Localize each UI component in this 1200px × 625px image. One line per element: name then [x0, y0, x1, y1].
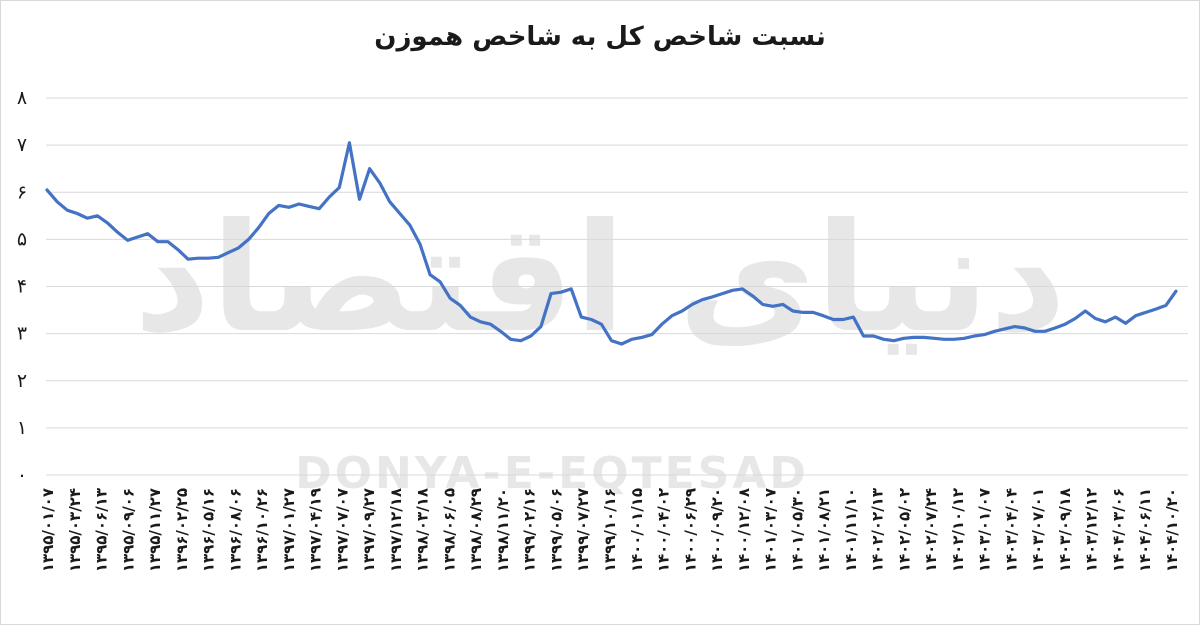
x-tick-label: ۱۴۰۰/۰۹/۲۰	[708, 488, 726, 572]
y-tick-label: ۲	[17, 370, 27, 392]
x-tick-label: ۱۴۰۱/۰۳/۰۷	[762, 488, 780, 572]
y-tick-label: ۶	[17, 181, 27, 203]
x-tick-label: ۱۳۹۷/۰۷/۰۷	[333, 488, 351, 572]
watermark-logo: دنیای اقتصاد	[134, 192, 1067, 366]
y-axis: ۰ ۱ ۲ ۳ ۴ ۵ ۶ ۷ ۸	[17, 87, 27, 486]
x-tick-label: ۱۳۹۷/۰۱/۲۷	[280, 488, 298, 572]
x-tick-label: ۱۳۹۵/۰۱/۰۷	[39, 488, 57, 572]
x-tick-label: ۱۴۰۱/۰۵/۳۰	[788, 488, 806, 572]
x-tick-label: ۱۳۹۷/۰۴/۱۹	[307, 488, 325, 572]
chart-title: نسبت شاخص کل به شاخص هموزن	[374, 22, 826, 52]
grid	[46, 97, 1188, 476]
x-tick-label: ۱۳۹۵/۰۶/۱۳	[93, 488, 111, 572]
x-tick-label: ۱۴۰۳/۰۷/۰۱	[1029, 488, 1047, 572]
x-tick-label: ۱۴۰۰/۰۴/۰۲	[655, 488, 673, 572]
x-tick-label: ۱۳۹۸/۰۸/۲۹	[467, 488, 485, 572]
x-tick-label: ۱۴۰۲/۰۷/۲۴	[922, 488, 940, 572]
x-tick-label: ۱۴۰۳/۱۲/۱۲	[1083, 488, 1101, 572]
x-tick-label: ۱۴۰۴/۰۳/۰۶	[1109, 488, 1127, 572]
x-tick-label: ۱۳۹۶/۱۰/۲۶	[253, 488, 271, 572]
x-tick-label: ۱۴۰۰/۰۱/۱۵	[628, 488, 646, 572]
x-tick-label: ۱۳۹۶/۰۸/۰۶	[226, 488, 244, 572]
x-tick-label: ۱۳۹۸/۱۱/۲۰	[494, 488, 512, 572]
x-tick-label: ۱۳۹۵/۱۱/۲۷	[146, 488, 164, 572]
x-tick-label: ۱۴۰۳/۰۱/۰۷	[976, 488, 994, 572]
x-tick-label: ۱۴۰۰/۱۲/۰۸	[735, 488, 753, 572]
x-tick-label: ۱۳۹۹/۰۵/۰۶	[547, 488, 565, 572]
x-tick-label: ۱۴۰۱/۰۸/۲۱	[815, 488, 833, 572]
x-tick-label: ۱۴۰۲/۰۵/۰۲	[895, 488, 913, 572]
x-tick-label: ۱۳۹۷/۰۹/۲۷	[360, 488, 378, 572]
x-tick-label: ۱۳۹۵/۰۹/۰۶	[119, 488, 137, 572]
x-tick-label: ۱۴۰۳/۰۹/۱۸	[1056, 488, 1074, 572]
x-tick-label: ۱۴۰۲/۰۲/۱۳	[869, 488, 887, 572]
watermark-text: DONYA-E-EQTESAD	[295, 448, 809, 499]
y-tick-label: ۷	[17, 134, 27, 156]
series	[45, 141, 1178, 346]
x-tick-label: ۱۳۹۹/۰۲/۱۶	[521, 488, 539, 572]
y-tick-label: ۱	[17, 417, 27, 439]
x-tick-label: ۱۳۹۸/۰۳/۱۸	[414, 488, 432, 572]
y-tick-label: ۴	[17, 276, 27, 298]
y-tick-label: ۳	[17, 323, 27, 345]
x-tick-label: ۱۴۰۴/۰۶/۱۱	[1136, 488, 1154, 572]
x-tick-label: ۱۳۹۵/۰۳/۲۴	[66, 488, 84, 572]
watermark: دنیای اقتصاد DONYA-E-EQTESAD	[134, 192, 1067, 499]
x-axis: ۱۳۹۵/۰۱/۰۷ ۱۳۹۵/۰۳/۲۴ ۱۳۹۵/۰۶/۱۳ ۱۳۹۵/۰۹/۰۶…	[39, 488, 1181, 572]
y-tick-label: ۰	[17, 464, 27, 486]
x-tick-label: ۱۴۰۱/۱۱/۱۰	[842, 488, 860, 572]
x-tick-label: ۱۳۹۹/۱۰/۱۶	[601, 488, 619, 572]
x-tick-label: ۱۴۰۳/۰۴/۰۴	[1002, 488, 1020, 572]
x-tick-label: ۱۳۹۸/۰۶/۰۵	[440, 488, 458, 572]
x-tick-label: ۱۴۰۲/۱۰/۱۲	[949, 488, 967, 572]
x-tick-label: ۱۳۹۶/۰۵/۱۶	[200, 488, 218, 572]
y-tick-label: ۵	[17, 228, 27, 250]
y-tick-label: ۸	[17, 87, 27, 109]
series-line	[45, 141, 1178, 346]
x-tick-label: ۱۳۹۶/۰۲/۲۵	[173, 488, 191, 572]
x-tick-label: ۱۴۰۴/۱۰/۲۰	[1163, 488, 1181, 572]
x-tick-label: ۱۴۰۰/۰۶/۲۹	[681, 488, 699, 572]
x-tick-label: ۱۳۹۷/۱۲/۱۸	[387, 488, 405, 572]
x-tick-label: ۱۳۹۹/۰۷/۲۷	[574, 488, 592, 572]
